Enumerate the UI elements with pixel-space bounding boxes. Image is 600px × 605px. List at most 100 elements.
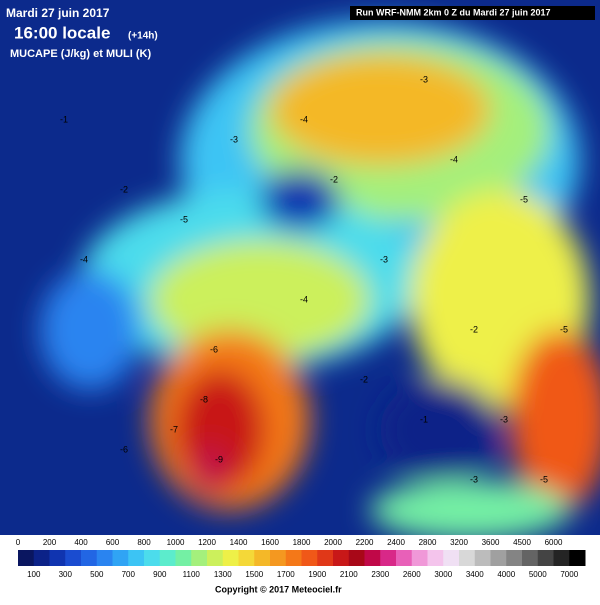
legend-bottom-label: 1100 [183,570,201,579]
contour-label: -7 [170,424,178,434]
contour-label: -5 [520,194,528,204]
legend-swatch [553,550,570,566]
legend-swatch [443,550,460,566]
legend-swatch [159,550,176,566]
legend-top-label: 1000 [167,538,185,547]
legend-bottom-label: 4000 [497,570,515,579]
legend-swatch [270,550,287,566]
legend-swatch [285,550,302,566]
legend-swatch [238,550,255,566]
legend-swatch [128,550,145,566]
legend-swatch [522,550,539,566]
contour-label: -4 [300,294,308,304]
legend-bottom-label: 2600 [403,570,421,579]
legend-swatch [380,550,397,566]
legend-swatch [49,550,66,566]
legend-top-label: 800 [137,538,151,547]
legend-top-label: 0 [16,538,21,547]
legend-swatch [427,550,444,566]
legend-swatch [348,550,365,566]
contour-label: -4 [80,254,88,264]
legend-swatch [490,550,507,566]
legend-top-label: 2000 [324,538,342,547]
legend-swatch [506,550,523,566]
legend-swatch [333,550,350,566]
legend-bottom-label: 1700 [277,570,295,579]
legend-swatch [112,550,129,566]
legend-top-label: 3600 [482,538,500,547]
run-info: Run WRF-NMM 2km 0 Z du Mardi 27 juin 201… [356,7,551,17]
legend-bottom-label: 700 [122,570,136,579]
legend-swatch [144,550,161,566]
cape-field [40,20,600,540]
legend-top-label: 1800 [293,538,311,547]
time: 16:00 locale [14,23,110,42]
legend-swatch [254,550,271,566]
legend-swatch [18,550,35,566]
legend-swatch [317,550,334,566]
legend-top-label: 400 [74,538,88,547]
legend-swatch [222,550,239,566]
legend-swatch [537,550,554,566]
contour-label: -9 [215,454,223,464]
date: Mardi 27 juin 2017 [6,6,110,20]
legend-swatch [81,550,98,566]
contour-label: -8 [200,394,208,404]
legend-bottom-label: 1300 [214,570,232,579]
legend-top-label: 200 [43,538,57,547]
legend-top-label: 2200 [356,538,374,547]
legend-bottom-label: 1500 [245,570,263,579]
legend-bottom-label: 2300 [371,570,389,579]
contour-label: -3 [470,474,478,484]
legend-swatch [396,550,413,566]
legend-bottom-label: 5000 [529,570,547,579]
legend-swatch [569,550,586,566]
contour-label: -1 [420,414,428,424]
copyright: Copyright © 2017 Meteociel.fr [215,584,342,594]
legend-top-label: 6000 [545,538,563,547]
legend-top-label: 1400 [230,538,248,547]
contour-label: -5 [180,214,188,224]
contour-label: -2 [360,374,368,384]
contour-label: -6 [120,444,128,454]
legend-bottom-label: 7000 [560,570,578,579]
legend-bottom-label: 3400 [466,570,484,579]
legend-bottom-label: 2100 [340,570,358,579]
legend-swatch [301,550,318,566]
legend-top-label: 4500 [513,538,531,547]
legend-top-label: 3200 [450,538,468,547]
legend-swatch [459,550,476,566]
legend-swatch [191,550,208,566]
legend-bottom-label: 900 [153,570,167,579]
contour-label: -3 [420,74,428,84]
contour-label: -6 [210,344,218,354]
contour-label: -4 [300,114,308,124]
contour-label: -3 [230,134,238,144]
legend-top-label: 600 [106,538,120,547]
contour-label: -1 [60,114,68,124]
contour-label: -2 [120,184,128,194]
legend-top-label: 1600 [261,538,279,547]
legend-swatch [207,550,224,566]
legend-bottom-label: 100 [27,570,41,579]
legend-panel [0,535,600,600]
legend-swatch [96,550,113,566]
legend-swatch [364,550,381,566]
legend-swatch [65,550,82,566]
contour-label: -4 [450,154,458,164]
legend-swatch [411,550,428,566]
legend-bottom-label: 500 [90,570,104,579]
contour-label: -3 [500,414,508,424]
legend-top-label: 2800 [419,538,437,547]
parameter: MUCAPE (J/kg) et MULI (K) [10,48,152,60]
contour-label: -2 [330,174,338,184]
contour-label: -5 [560,324,568,334]
contour-label: -3 [380,254,388,264]
contour-label: -2 [470,324,478,334]
legend-top-label: 1200 [198,538,216,547]
legend-bottom-label: 3000 [434,570,452,579]
legend-top-label: 2400 [387,538,405,547]
offset: (+14h) [128,31,158,42]
legend-bottom-label: 300 [59,570,73,579]
contour-label: -5 [540,474,548,484]
